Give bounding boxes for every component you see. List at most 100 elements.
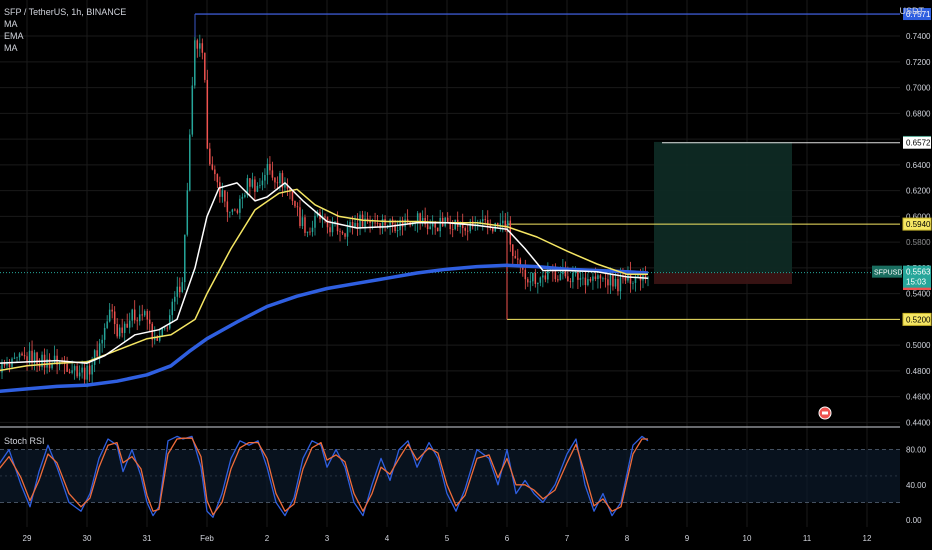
last-price-label: 0.5563 <box>906 268 931 277</box>
time-tick-label: 29 <box>23 534 32 543</box>
price-tag-label: 0.6572 <box>906 139 931 148</box>
candle-body <box>284 184 286 188</box>
candle-body <box>164 327 166 329</box>
candle-body <box>259 185 261 187</box>
price-tag-level <box>903 136 931 149</box>
candle-body <box>78 372 81 377</box>
candle-body <box>419 213 421 222</box>
candle-body <box>301 217 304 226</box>
candle-body <box>559 274 562 281</box>
candle-body <box>13 357 16 359</box>
candle-body <box>334 221 336 223</box>
time-tick-label: 30 <box>83 534 92 543</box>
time-tick-label: 7 <box>565 534 570 543</box>
candle-body <box>487 219 489 226</box>
candle-body <box>299 207 301 226</box>
candle-body <box>236 210 239 213</box>
candle-body <box>354 223 356 228</box>
indicator-ema-label[interactable]: EMA <box>4 31 24 41</box>
candle-body <box>572 272 574 283</box>
candle-body <box>229 211 231 213</box>
indicator-ma-fast-label[interactable]: MA <box>4 19 18 29</box>
candle-body <box>126 323 128 328</box>
time-tick-label: 8 <box>625 534 630 543</box>
candle-body <box>599 275 602 279</box>
candle-body <box>431 222 434 227</box>
price-tick-label: 0.4800 <box>906 367 931 376</box>
candle-body <box>53 355 56 364</box>
candle-body <box>1 362 3 373</box>
candle-body <box>532 273 534 282</box>
candle-body <box>214 169 216 175</box>
price-tick-label: 0.7400 <box>906 32 931 41</box>
candle-body <box>279 173 281 184</box>
candle-body <box>604 278 607 280</box>
time-tick-label: 3 <box>325 534 330 543</box>
price-tick-label: 0.4400 <box>906 418 931 427</box>
stop-zone <box>654 272 792 284</box>
candle-body <box>146 311 148 320</box>
candle-body <box>111 309 113 312</box>
candle-body <box>246 178 249 196</box>
candle-body <box>567 276 569 282</box>
candle-body <box>411 224 414 226</box>
candle-body <box>554 271 557 280</box>
candle-body <box>524 269 527 280</box>
candle-body <box>191 85 194 135</box>
candle-body <box>376 223 379 224</box>
candle-body <box>466 230 469 232</box>
candle-body <box>484 219 487 220</box>
candle-body <box>23 355 26 357</box>
ma-slow-line <box>0 188 648 372</box>
candle-body <box>404 219 406 227</box>
candle-body <box>186 190 189 235</box>
candle-body <box>396 230 399 232</box>
candle-body <box>366 218 369 220</box>
candle-body <box>582 277 584 279</box>
price-tag-label: 0.5940 <box>906 220 931 229</box>
candle-body <box>26 356 28 363</box>
candle-body <box>324 216 326 218</box>
candle-body <box>644 275 647 279</box>
rsi-d-line <box>0 437 648 516</box>
candle-body <box>429 226 431 230</box>
candle-body <box>294 200 296 207</box>
candle-body <box>451 229 454 230</box>
candle-body <box>181 282 184 293</box>
candle-body <box>632 282 634 284</box>
candle-body <box>454 219 456 230</box>
price-tag-range <box>902 217 932 231</box>
candle-body <box>502 220 504 224</box>
candle-body <box>577 271 579 280</box>
candle-body <box>492 228 494 232</box>
candle-body <box>434 222 436 228</box>
rsi-tick-label: 80.00 <box>906 446 927 455</box>
candle-body <box>148 319 151 324</box>
candle-body <box>607 279 609 286</box>
candle-body <box>204 52 206 80</box>
indicator-ma-slow-label[interactable]: MA <box>4 43 18 53</box>
candle-body <box>594 276 597 280</box>
candle-body <box>76 366 78 377</box>
candle-body <box>497 222 499 226</box>
candle-body <box>266 164 269 175</box>
candle-body <box>121 327 123 333</box>
candle-body <box>336 221 339 232</box>
price-tick-label-hidden: 0.5800 <box>906 238 931 247</box>
candle-body <box>612 274 614 287</box>
candle-body <box>256 185 259 192</box>
candle-body <box>216 174 219 183</box>
candle-body <box>597 275 599 280</box>
candle-body <box>356 223 359 228</box>
currency-label: USDT <box>899 6 925 16</box>
candle-body <box>123 323 126 333</box>
candle-body <box>219 182 221 197</box>
candle-body <box>91 364 93 375</box>
stoch-rsi-title[interactable]: Stoch RSI <box>4 436 45 446</box>
time-tick-label: 5 <box>445 534 450 543</box>
candle-body <box>504 220 507 228</box>
candle-body <box>574 271 577 273</box>
target-zone <box>654 141 792 273</box>
candle-body <box>544 275 547 280</box>
